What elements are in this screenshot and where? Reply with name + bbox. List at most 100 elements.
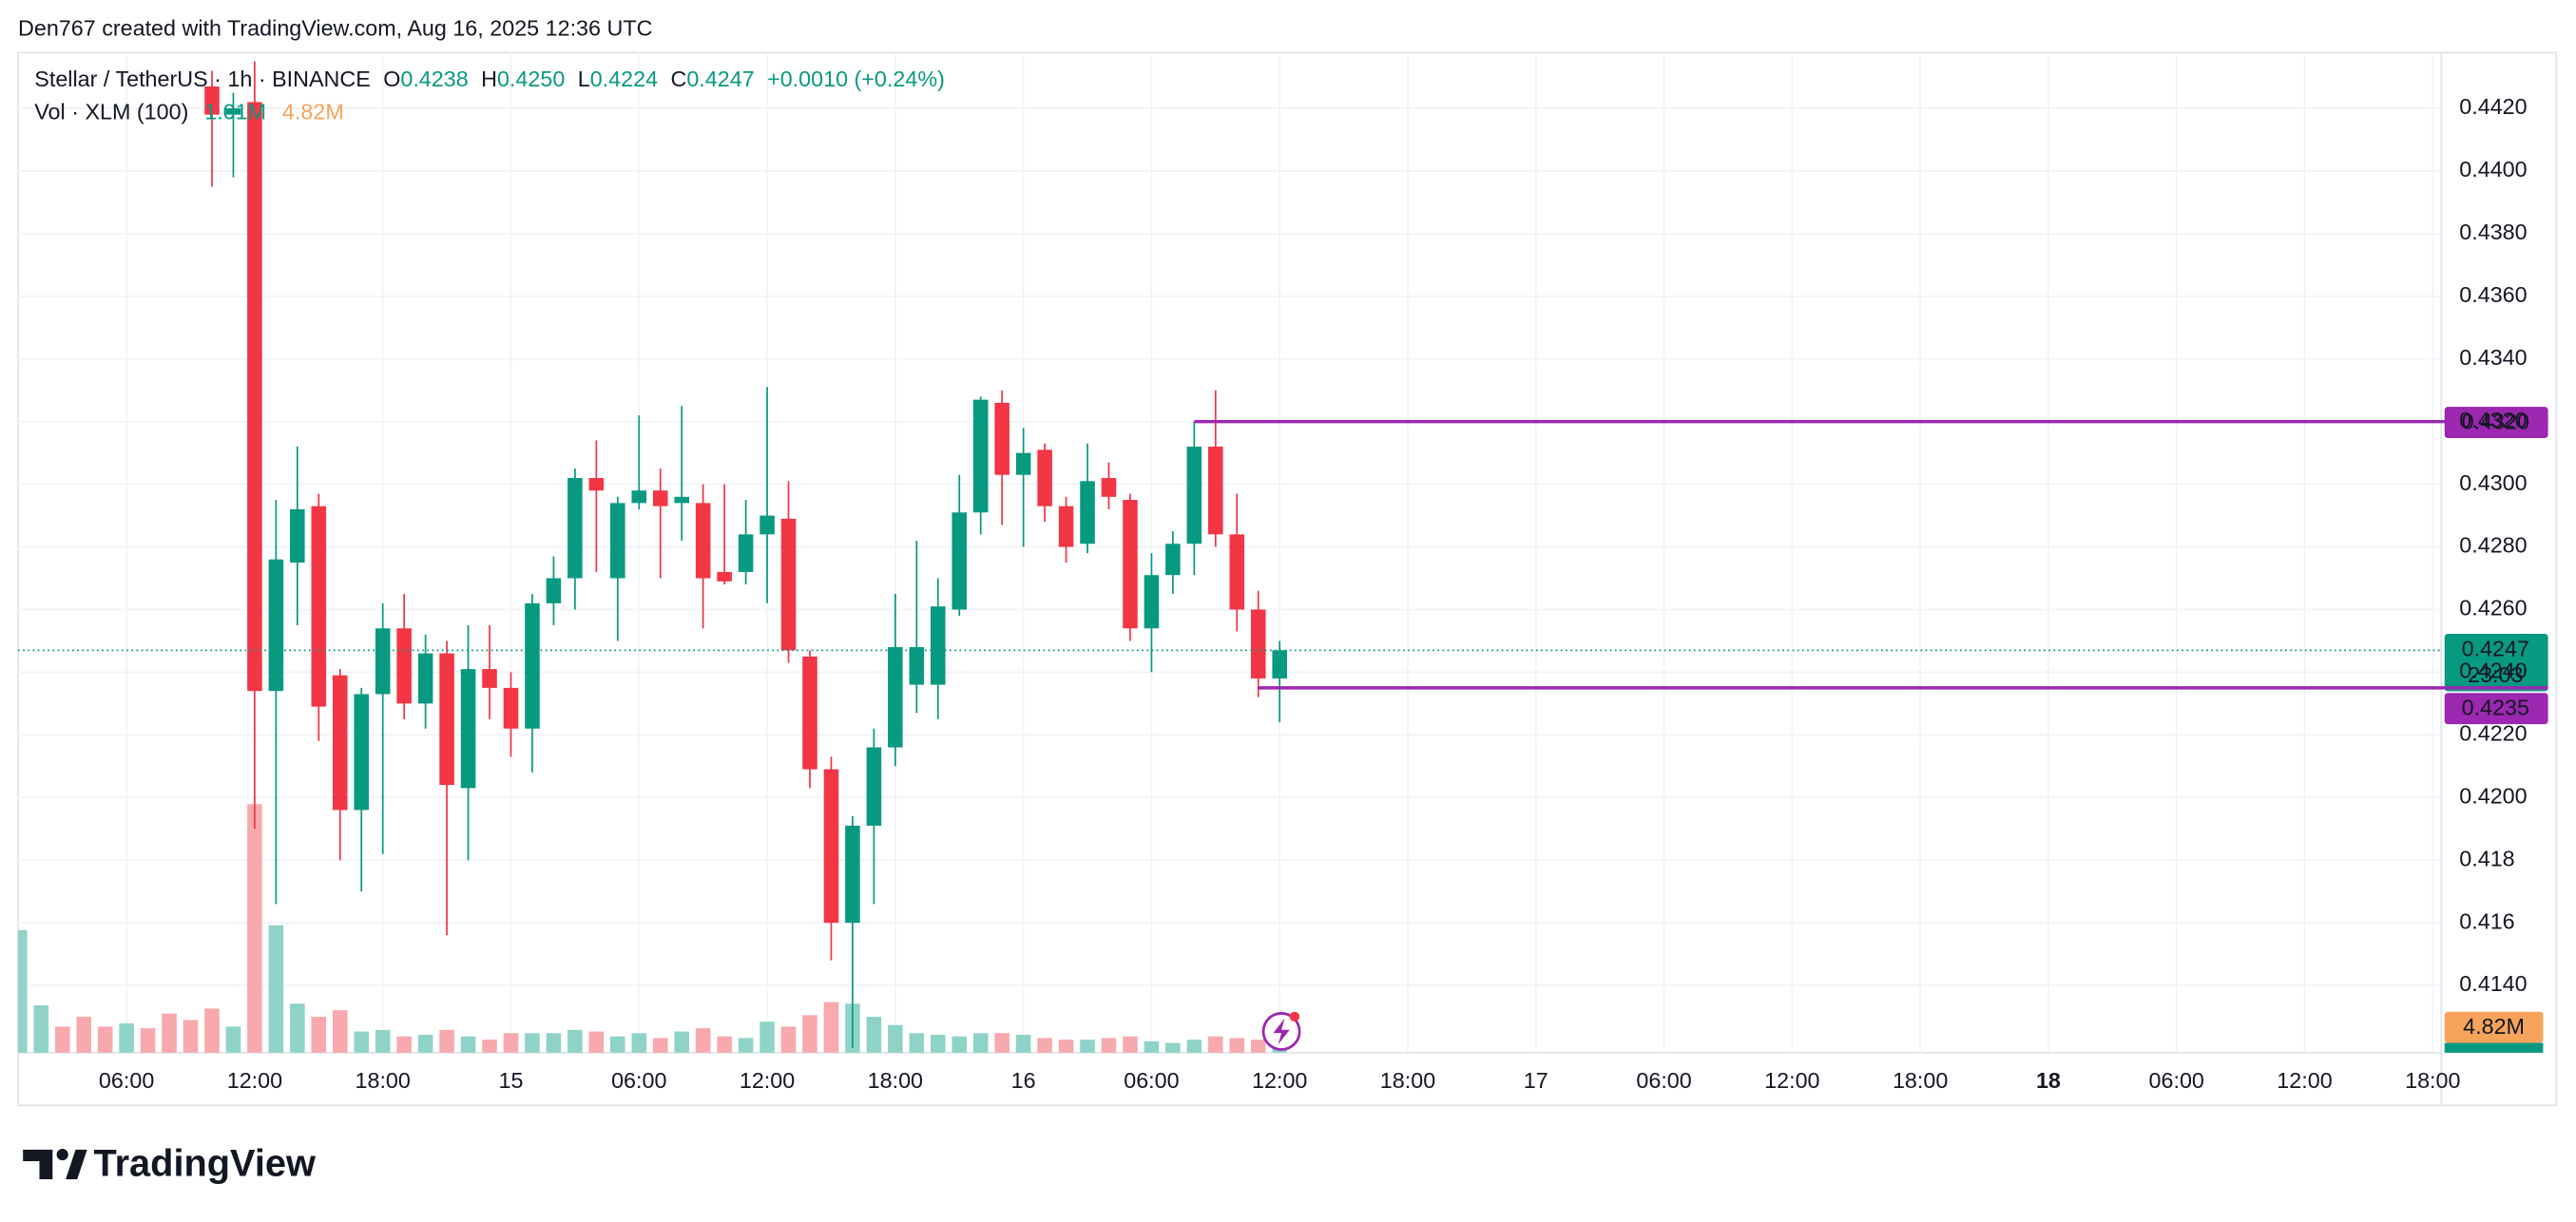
volume-ma-value: 4.82M <box>282 99 344 124</box>
alert-icon[interactable] <box>1261 1011 1301 1051</box>
x-tick-label: 18:00 <box>2405 1068 2460 1093</box>
volume-bar <box>1037 1038 1052 1053</box>
volume-bar <box>460 1036 476 1053</box>
y-tick-label: 0.4420 <box>2459 94 2527 119</box>
volume-ma-badge <box>2444 1011 2544 1043</box>
volume-bar <box>674 1031 689 1053</box>
candle-body <box>909 647 925 685</box>
candle-body <box>332 675 348 811</box>
volume-bar <box>1229 1038 1245 1053</box>
volume-bar <box>610 1036 625 1053</box>
volume-bar <box>866 1017 882 1053</box>
x-tick-label: 18:00 <box>1380 1068 1435 1093</box>
x-tick-label: 12:00 <box>1252 1068 1307 1093</box>
candle-body <box>845 825 860 924</box>
x-tick-label: 12:00 <box>2277 1068 2332 1093</box>
candle-body <box>546 578 562 603</box>
volume-bar <box>119 1022 134 1053</box>
y-tick-label: 0.4340 <box>2459 345 2527 370</box>
y-tick-label: 0.4260 <box>2459 596 2527 621</box>
candle-body <box>1037 449 1052 506</box>
volume-bar <box>972 1033 989 1053</box>
x-tick-label: 18:00 <box>868 1068 923 1093</box>
volume-bar <box>204 1008 220 1053</box>
x-tick-label: 12:00 <box>1764 1068 1819 1093</box>
x-tick-label: 17 <box>1524 1068 1548 1093</box>
candle-body <box>1208 447 1223 535</box>
volume-bar <box>247 804 262 1053</box>
volume-bar <box>332 1010 348 1053</box>
candle-body <box>1165 544 1181 576</box>
volume-bar <box>290 1003 305 1053</box>
candle-body <box>503 687 519 729</box>
logo-slash <box>66 1149 87 1179</box>
volume-bar <box>631 1033 647 1053</box>
x-tick-label: 06:00 <box>1124 1068 1179 1093</box>
volume-bar <box>162 1013 177 1053</box>
level-label: 0.4320 <box>2462 410 2529 434</box>
candle-body <box>1080 481 1095 544</box>
x-tick-label: 12:00 <box>227 1068 282 1093</box>
volume-bar <box>311 1017 327 1053</box>
candle-body <box>1272 650 1287 678</box>
candle-body <box>888 647 903 748</box>
chart-title: Stellar / TetherUS · 1h · BINANCE <box>34 67 371 91</box>
volume-title: Vol · XLM (100) <box>34 99 188 124</box>
candle-body <box>525 602 540 729</box>
credit: Den767 created with TradingView.com, Aug… <box>18 15 652 40</box>
y-tick-label: 0.4400 <box>2459 157 2527 181</box>
x-tick-label: 18:00 <box>1893 1068 1948 1093</box>
y-tick-label: 0.4200 <box>2459 783 2527 808</box>
volume-bar <box>54 1026 70 1053</box>
y-tick-label: 0.4300 <box>2459 470 2527 495</box>
y-tick-label: 0.4380 <box>2459 220 2527 244</box>
brand: TradingView <box>94 1143 316 1185</box>
candles <box>204 61 1287 1048</box>
last-price-label: 0.4247 <box>2462 636 2529 660</box>
axes: 0.4140 0.416 0.418 0.4200 0.4220 0.4240 0.4260… <box>99 94 2528 1093</box>
candle-body <box>652 490 668 506</box>
volume-bar <box>1015 1034 1031 1053</box>
volume-bar <box>375 1029 391 1053</box>
legend-h-label: H <box>481 67 497 91</box>
logo-mark <box>23 1149 53 1179</box>
candle-body <box>1144 575 1160 629</box>
candle-body <box>931 606 946 685</box>
candle-body <box>247 102 262 692</box>
volume-ma-badge-label: 4.82M <box>2463 1014 2525 1039</box>
y-tick-label: 0.4320 <box>2459 408 2527 432</box>
candle-body <box>802 656 817 770</box>
x-tick-label: 06:00 <box>99 1068 154 1093</box>
volume-bar <box>994 1033 1009 1053</box>
y-tick-label: 0.416 <box>2459 908 2514 933</box>
x-tick-label: 12:00 <box>740 1068 795 1093</box>
y-tick-label: 0.4240 <box>2459 659 2527 683</box>
brand-logo: TradingView <box>23 1143 316 1185</box>
candle-body <box>268 559 284 692</box>
volume-bar <box>97 1026 113 1053</box>
volume-value: 1.01M <box>204 99 266 124</box>
candle-body <box>204 86 220 115</box>
candle-body <box>717 571 732 582</box>
last-price-badge <box>2444 634 2548 692</box>
volume-bar <box>1208 1036 1223 1053</box>
candle-body <box>311 506 327 707</box>
volume-bar <box>695 1028 711 1053</box>
volume-bar <box>888 1024 903 1053</box>
candle-body <box>866 747 882 826</box>
volume-bar <box>1101 1038 1117 1053</box>
volume-bar <box>652 1038 668 1053</box>
level-badge <box>2444 407 2548 438</box>
y-tick-label: 0.4360 <box>2459 282 2527 307</box>
volume-bar <box>439 1029 454 1053</box>
volume-badge <box>2444 1042 2544 1053</box>
volume-bar <box>738 1038 754 1053</box>
volume-bar <box>503 1033 519 1053</box>
legend-open: 0.4238 <box>400 67 468 91</box>
volume-bar <box>823 1002 839 1053</box>
candle-body <box>1101 478 1117 497</box>
candle-body <box>780 518 797 651</box>
candle-body <box>417 653 433 704</box>
volume-bar <box>1186 1040 1202 1053</box>
